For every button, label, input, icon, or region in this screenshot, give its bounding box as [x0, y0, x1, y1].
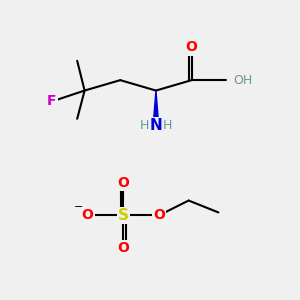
- Text: O: O: [117, 176, 129, 190]
- Text: O: O: [117, 241, 129, 255]
- Text: O: O: [186, 40, 197, 55]
- Text: N: N: [150, 118, 162, 133]
- Text: H: H: [163, 119, 172, 132]
- Text: S: S: [118, 208, 129, 223]
- Text: H: H: [140, 119, 149, 132]
- Text: OH: OH: [233, 74, 253, 87]
- Text: O: O: [82, 208, 94, 222]
- Text: O: O: [153, 208, 165, 222]
- Polygon shape: [154, 91, 158, 120]
- Text: −: −: [74, 202, 83, 212]
- Text: F: F: [47, 94, 57, 108]
